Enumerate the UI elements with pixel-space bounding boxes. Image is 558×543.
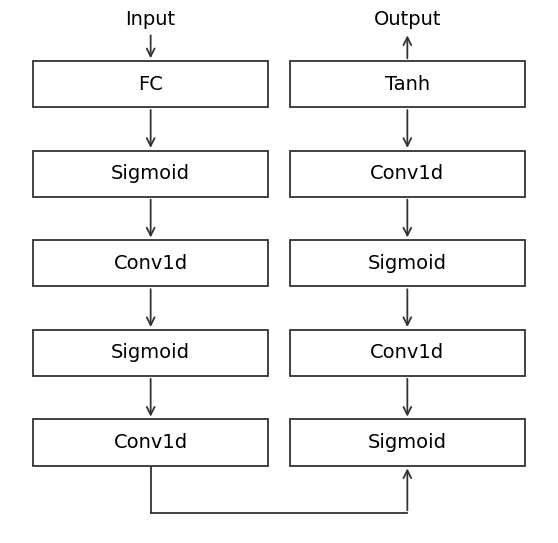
FancyBboxPatch shape <box>33 150 268 197</box>
FancyBboxPatch shape <box>33 61 268 108</box>
FancyBboxPatch shape <box>290 240 525 287</box>
FancyBboxPatch shape <box>290 419 525 466</box>
Text: Sigmoid: Sigmoid <box>111 344 190 362</box>
FancyBboxPatch shape <box>290 61 525 108</box>
Text: Sigmoid: Sigmoid <box>111 165 190 183</box>
FancyBboxPatch shape <box>33 419 268 466</box>
Text: Conv1d: Conv1d <box>371 165 444 183</box>
FancyBboxPatch shape <box>290 150 525 197</box>
FancyBboxPatch shape <box>33 240 268 287</box>
Text: Conv1d: Conv1d <box>114 254 187 273</box>
Text: Conv1d: Conv1d <box>114 433 187 452</box>
Text: Output: Output <box>374 10 441 28</box>
FancyBboxPatch shape <box>33 330 268 376</box>
Text: Conv1d: Conv1d <box>371 344 444 362</box>
Text: Sigmoid: Sigmoid <box>368 433 447 452</box>
Text: Tanh: Tanh <box>385 75 430 93</box>
Text: FC: FC <box>138 75 163 93</box>
Text: Sigmoid: Sigmoid <box>368 254 447 273</box>
Text: Input: Input <box>126 10 176 28</box>
FancyBboxPatch shape <box>290 330 525 376</box>
